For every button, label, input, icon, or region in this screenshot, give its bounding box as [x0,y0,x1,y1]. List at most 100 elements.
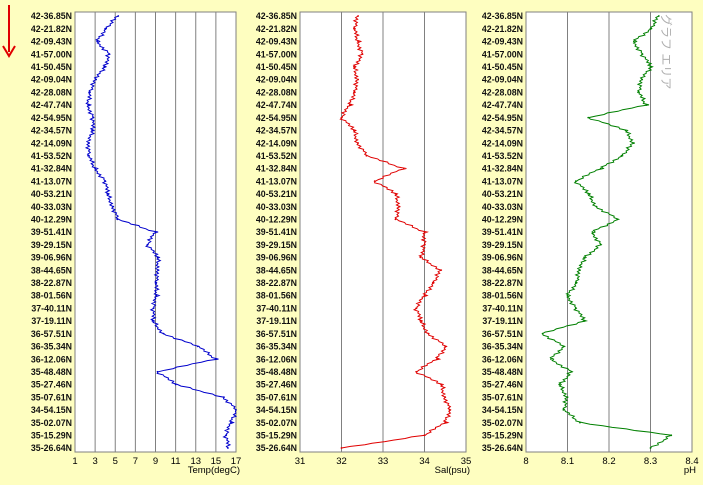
data-point-temp [112,205,115,208]
y-tick-label-temp: 38-01.56N [31,291,72,301]
y-tick-label-temp: 41-53.52N [31,151,72,161]
data-point-sal [423,434,426,437]
y-tick-label-sal: 36-35.34N [256,342,297,352]
data-point-temp [225,434,227,437]
data-point-temp [87,104,89,106]
y-tick-label-temp: 41-32.84N [31,164,72,174]
data-point-sal [340,447,343,449]
series-line-temp [84,15,238,449]
data-point-ph [579,421,581,424]
data-point-temp [95,78,98,81]
y-tick-label-temp: 41-57.00N [31,49,72,59]
data-point-temp [154,281,157,284]
y-tick-label-sal: 39-51.41N [256,227,297,237]
data-point-sal [415,307,418,310]
y-tick-label-temp: 39-29.15N [31,240,72,250]
data-point-sal [373,180,376,183]
y-tick-label-sal: 39-29.15N [256,240,297,250]
y-tick-label-sal: 40-12.29N [256,214,297,224]
data-point-temp [156,370,159,373]
data-point-ph [616,218,619,221]
y-tick-label-ph: 35-02.07N [482,418,523,428]
data-point-sal [419,256,422,259]
data-point-sal [436,358,438,360]
data-point-ph [641,78,644,81]
data-point-sal [427,332,430,335]
plot-frame-temp [74,11,237,453]
y-tick-label-temp: 40-12.29N [31,214,72,224]
data-point-sal [419,320,422,322]
y-tick-label-ph: 41-50.45N [482,62,523,72]
y-tick-label-temp: 37-19.11N [31,316,72,326]
data-point-sal [415,370,418,373]
data-point-sal [444,396,447,399]
data-point-ph [583,320,585,322]
y-tick-label-sal: 35-02.07N [256,418,297,428]
data-point-sal [440,383,442,386]
y-tick-label-ph: 42-47.74N [482,100,523,110]
y-tick-label-ph: 39-51.41N [482,227,523,237]
y-tick-label-sal: 37-40.11N [256,303,297,313]
data-point-ph [550,358,552,360]
y-tick-label-ph: 41-32.84N [482,164,523,174]
y-tick-label-temp: 42-14.09N [31,138,72,148]
data-point-ph [587,192,590,195]
y-tick-label-ph: 42-21.82N [482,24,523,34]
data-point-ph [562,408,565,411]
x-tick-label-temp: 5 [113,456,118,467]
data-point-sal [444,421,447,424]
y-tick-label-ph: 39-06.96N [482,253,523,263]
x-axis-label-sal: Sal(psu) [435,465,470,476]
y-tick-label-ph: 41-53.52N [482,151,523,161]
plot-frame-sal [299,11,467,453]
y-tick-label-sal: 41-50.45N [256,62,297,72]
y-tick-label-ph: 34-54.15N [482,405,523,415]
y-tick-label-sal: 35-26.64N [256,443,297,453]
data-point-ph [591,231,594,233]
chart-panel-ph: 8 8.1 8.2 8.3 8.4pH 42-36.85N 42-21.82N 42-09.4… [482,11,699,476]
y-tick-label-sal: 35-15.29N [256,430,297,440]
y-tick-label-temp: 41-13.07N [31,176,72,186]
data-point-sal [440,269,442,272]
data-point-temp [94,167,97,170]
y-tick-label-ph: 35-15.29N [482,430,523,440]
data-point-ph [583,256,585,259]
y-tick-label-ph: 35-27.46N [482,380,523,390]
y-tick-label-ph: 36-12.06N [482,354,523,364]
y-tick-label-ph: 35-07.61N [482,392,523,402]
x-tick-label-sal: 32 [336,456,347,467]
data-point-sal [444,345,447,348]
y-tick-label-temp: 42-28.08N [31,87,72,97]
y-tick-label-sal: 42-28.08N [256,87,297,97]
data-point-sal [423,231,426,233]
data-point-ph [566,294,569,297]
x-tick-label-ph: 8.1 [561,456,574,467]
y-tick-label-temp: 35-02.07N [31,418,72,428]
plot-frame-ph [525,11,693,453]
data-point-ph [566,396,569,399]
data-point-sal [357,142,359,144]
chart-panel-temp: 1 3 5 7 9 11 13 15 17Temp(degC)42-36.85N42-21.82… [31,11,241,476]
data-point-temp [88,142,90,144]
data-point-temp [214,358,217,360]
y-tick-label-ph: 40-53.21N [482,189,523,199]
y-tick-label-ph: 41-13.07N [482,176,523,186]
down-arrow-head [2,45,16,58]
y-tick-label-ph: 42-54.95N [482,113,523,123]
data-point-sal [431,281,434,284]
y-tick-label-sal: 39-06.96N [256,253,297,263]
data-point-temp [91,129,94,132]
y-tick-label-temp: 42-34.57N [31,126,72,136]
data-point-ph [620,154,623,157]
data-point-sal [361,53,364,56]
y-tick-label-sal: 42-47.74N [256,100,297,110]
y-tick-label-temp: 35-15.29N [31,430,72,440]
data-point-sal [394,192,397,195]
y-tick-label-temp: 39-06.96N [31,253,72,263]
y-tick-label-sal: 37-19.11N [256,316,297,326]
data-point-ph [541,332,544,335]
y-tick-label-temp: 40-53.21N [31,189,72,199]
y-tick-label-sal: 38-22.87N [256,278,297,288]
